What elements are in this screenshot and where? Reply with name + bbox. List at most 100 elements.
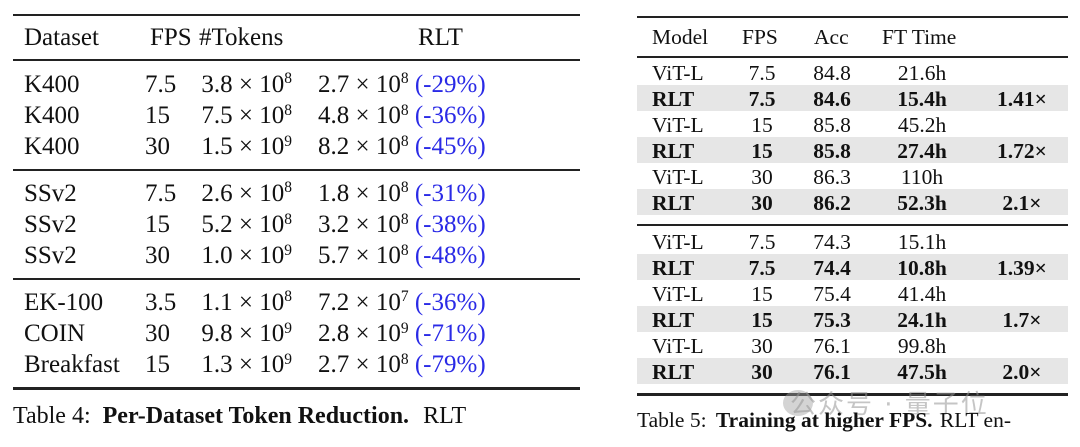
model: RLT <box>652 87 695 111</box>
tokens-mantissa: 9.8 × 10 <box>201 320 285 348</box>
acc-cell: 75.4 <box>782 283 882 306</box>
tokens-exponent: 9 <box>284 350 292 368</box>
tokens-exponent: 9 <box>284 319 292 337</box>
dataset-cell: K400 <box>24 134 80 159</box>
fps-cell: 7.5 <box>145 72 176 97</box>
fps: 7.5 <box>145 71 177 98</box>
model-cell: ViT-L <box>652 334 704 358</box>
fps-cell: 7.5 <box>712 87 812 111</box>
rlt-mantissa: 5.7 × 10 <box>318 242 401 270</box>
time: 99.8h <box>897 334 947 358</box>
model-cell: RLT <box>652 139 695 163</box>
tokens-mantissa: 3.8 × 10 <box>201 71 285 98</box>
ft-time-cell: 24.1h <box>872 309 972 332</box>
acc: 84.6 <box>813 87 851 111</box>
dataset-cell: Breakfast <box>24 352 120 377</box>
tokens-mantissa: 1.1 × 10 <box>201 289 285 316</box>
caption-text: RLT <box>423 403 467 429</box>
fps-cell: 15 <box>712 114 812 137</box>
highlight-row-bg <box>637 189 1068 215</box>
rlt-exponent: 8 <box>400 350 409 368</box>
model-cell: RLT <box>652 192 694 215</box>
rlt-cell: 4.8 × 108 (-36%) <box>318 102 486 130</box>
model: RLT <box>652 308 695 332</box>
header-acc: Acc <box>814 26 849 49</box>
dataset: K400 <box>24 102 80 130</box>
acc-cell: 76.1 <box>782 360 882 384</box>
model: ViT-L <box>652 165 704 189</box>
fps: 30 <box>751 191 773 215</box>
rlt-cell: 2.7 × 108 (-29%) <box>318 71 486 98</box>
model: ViT-L <box>652 282 704 306</box>
ft-time-cell: 21.6h <box>872 62 972 85</box>
fps: 15 <box>751 139 773 163</box>
time: 47.5h <box>897 360 947 384</box>
reduction-percent: (-71%) <box>408 320 486 348</box>
model-cell: RLT <box>652 308 695 332</box>
acc-cell: 86.3 <box>782 166 882 189</box>
acc: 86.2 <box>813 191 851 215</box>
reduction-percent: (-36%) <box>408 289 486 316</box>
time: 45.2h <box>897 113 947 137</box>
acc-cell: 74.3 <box>782 231 882 254</box>
time: 41.4h <box>897 282 947 306</box>
header-label: FPS <box>150 24 192 51</box>
fps-cell: 7.5 <box>712 61 812 85</box>
acc: 76.1 <box>813 334 851 358</box>
tokens-cell: 3.8 × 108 <box>200 71 292 98</box>
highlight-row-bg <box>637 85 1068 111</box>
rlt-exponent: 8 <box>400 210 409 228</box>
speedup-cell: 2.1× <box>972 191 1072 215</box>
dataset: SSv2 <box>24 211 77 239</box>
fps: 7.5 <box>748 61 776 85</box>
reduction-percent: (-31%) <box>408 180 486 207</box>
ft-time-cell: 47.5h <box>872 360 972 384</box>
acc-cell: 84.8 <box>782 62 882 85</box>
fps-cell: 15 <box>712 309 812 332</box>
model: ViT-L <box>652 334 704 358</box>
reduction-percent: (-36%) <box>408 102 486 130</box>
rlt-mantissa: 2.8 × 10 <box>318 320 401 348</box>
tokens-mantissa: 2.6 × 10 <box>201 180 285 207</box>
fps: 30 <box>751 165 773 189</box>
rlt-cell: 3.2 × 108 (-38%) <box>318 210 486 239</box>
model-cell: RLT <box>652 361 694 384</box>
fps-cell: 3.5 <box>145 290 176 315</box>
fps: 15 <box>145 351 170 379</box>
speedup: 1.72× <box>997 139 1047 163</box>
speedup: 1.39× <box>997 256 1047 280</box>
dataset: Breakfast <box>24 351 120 379</box>
rlt-mantissa: 2.7 × 10 <box>318 71 401 98</box>
fps: 7.5 <box>748 230 776 254</box>
speedup: 2.1× <box>1002 191 1042 215</box>
fps: 15 <box>751 282 773 306</box>
model: RLT <box>652 139 695 163</box>
tokens-cell: 1.1 × 108 <box>200 288 292 316</box>
reduction-percent: (-38%) <box>408 211 486 239</box>
rlt-cell: 7.2 × 107 (-36%) <box>318 289 486 316</box>
ft-time-cell: 99.8h <box>872 334 972 358</box>
ft-time-cell: 15.4h <box>872 88 972 111</box>
tokens-cell: 1.5 × 109 <box>200 132 292 160</box>
tokens-exponent: 9 <box>284 132 292 150</box>
speedup-cell: 1.41× <box>972 88 1072 111</box>
table-rule <box>13 14 580 16</box>
fps: 7.5 <box>145 180 177 207</box>
rlt-cell: 5.7 × 108 (-48%) <box>318 242 486 270</box>
acc: 76.1 <box>813 360 851 384</box>
speedup-cell: 1.39× <box>972 256 1072 280</box>
model-cell: ViT-L <box>652 62 704 85</box>
rlt-mantissa: 7.2 × 10 <box>318 289 401 316</box>
tokens-exponent: 8 <box>284 288 292 306</box>
rlt-cell: 2.8 × 109 (-71%) <box>318 320 486 348</box>
rlt-mantissa: 2.7 × 10 <box>318 351 401 379</box>
table-rule <box>637 224 1068 226</box>
table-rule <box>637 56 1068 58</box>
tokens-cell: 2.6 × 108 <box>200 180 292 207</box>
time: 52.3h <box>897 191 947 215</box>
reduction-percent: (-79%) <box>408 351 486 379</box>
ft-time-cell: 52.3h <box>872 191 972 215</box>
tokens-exponent: 8 <box>284 210 292 228</box>
fps: 7.5 <box>748 87 776 111</box>
ft-time-cell: 45.2h <box>872 113 972 137</box>
